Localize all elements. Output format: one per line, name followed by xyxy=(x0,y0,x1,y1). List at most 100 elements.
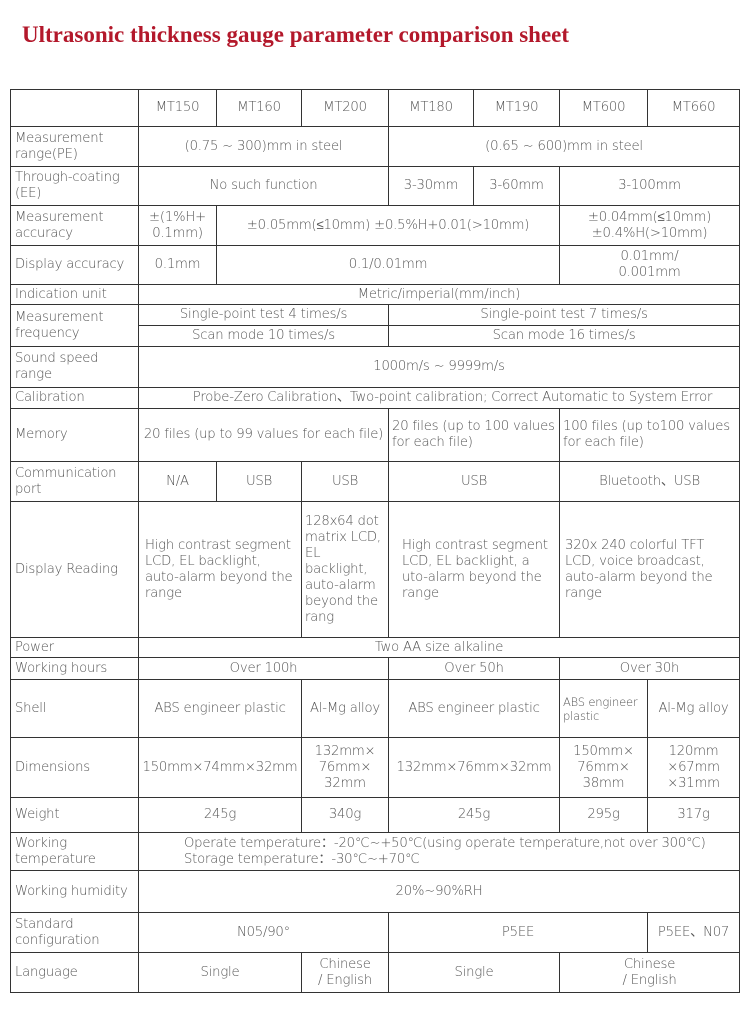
row-sound: Sound speed range 1000m/s ~ 9999m/s xyxy=(10,346,740,388)
storage-temperature: Storage temperature：-30℃~+70℃ xyxy=(184,851,420,867)
row-label: Shell xyxy=(10,679,139,738)
cell: 0.1mm xyxy=(138,245,217,285)
row-config: Standard configuration N05/90° P5EE P5EE… xyxy=(10,912,740,953)
row-unit: Indication unit Metric/imperial(mm/inch) xyxy=(10,284,740,305)
cell: Chinese / English xyxy=(559,952,740,993)
cell: 340g xyxy=(301,797,389,833)
model-header: MT200 xyxy=(301,89,389,127)
cell: 317g xyxy=(647,797,740,833)
cell: N/A xyxy=(138,461,217,502)
row-label: Working temperature xyxy=(10,832,139,871)
cell: 132mm× 76mm× 32mm xyxy=(301,737,389,798)
cell: Metric/imperial(mm/inch) xyxy=(138,284,740,305)
cell: Over 50h xyxy=(388,657,560,680)
cell: USB xyxy=(388,461,560,502)
cell: ABS engineer plastic xyxy=(138,679,302,738)
row-power: Power Two AA size alkaline xyxy=(10,637,740,658)
cell: 100 files (up to100 values for each file… xyxy=(559,408,740,462)
cell: Bluetooth、USB xyxy=(559,461,740,502)
row-label: Memory xyxy=(10,408,139,462)
row-label: Working humidity xyxy=(10,870,139,913)
cell: High contrast segment LCD, EL backlight,… xyxy=(138,501,302,638)
model-header: MT190 xyxy=(473,89,560,127)
cell: Single-point test 7 times/s xyxy=(388,304,740,326)
model-header: MT660 xyxy=(647,89,740,127)
cell: Al-Mg alloy xyxy=(301,679,389,738)
row-label: Measurement frequency xyxy=(10,304,139,347)
cell: Probe-Zero Calibration、Two-point calibra… xyxy=(138,387,740,409)
row-label: Calibration xyxy=(10,387,139,409)
row-label: Standard configuration xyxy=(10,912,139,953)
cell: 3-30mm xyxy=(388,166,474,206)
row-calibration: Calibration Probe-Zero Calibration、Two-p… xyxy=(10,387,740,409)
comparison-table: MT150 MT160 MT200 MT180 MT190 MT600 MT66… xyxy=(10,89,740,993)
row-shell: Shell ABS engineer plastic Al-Mg alloy A… xyxy=(10,679,740,738)
row-label: Communication port xyxy=(10,461,139,502)
cell: Operate temperature：-20℃~+50℃(using oper… xyxy=(138,832,740,871)
cell: ±0.05mm(≤10mm) ±0.5%H+0.01(>10mm) xyxy=(216,205,560,246)
header-row: MT150 MT160 MT200 MT180 MT190 MT600 MT66… xyxy=(10,89,740,127)
cell: USB xyxy=(216,461,302,502)
row-memory: Memory 20 files (up to 99 values for eac… xyxy=(10,408,740,462)
cell: Al-Mg alloy xyxy=(647,679,740,738)
cell: High contrast segment LCD, EL backlight,… xyxy=(388,501,560,638)
cell: ±0.04mm(≤10mm) ±0.4%H(>10mm) xyxy=(559,205,740,246)
row-label: Working hours xyxy=(10,657,139,680)
row-label: Sound speed range xyxy=(10,346,139,388)
cell: 20%~90%RH xyxy=(138,870,740,913)
row-weight: Weight 245g 340g 245g 295g 317g xyxy=(10,797,740,833)
model-header: MT160 xyxy=(216,89,302,127)
cell: 120mm ×67mm ×31mm xyxy=(647,737,740,798)
row-label: Display Reading xyxy=(10,501,139,638)
row-range: Measurement range(PE) (0.75 ~ 300)mm in … xyxy=(10,126,740,167)
cell: 128x64 dot matrix LCD, EL backlight, aut… xyxy=(301,501,389,638)
row-label: Display accuracy xyxy=(10,245,139,285)
cell: (0.65 ~ 600)mm in steel xyxy=(388,126,740,167)
cell: 20 files (up to 100 values for each file… xyxy=(388,408,560,462)
cell: P5EE xyxy=(388,912,648,953)
cell: 320x 240 colorful TFT LCD, voice broadca… xyxy=(559,501,740,638)
cell: N05/90° xyxy=(138,912,389,953)
cell: Single-point test 4 times/s xyxy=(138,304,389,326)
cell: 3-100mm xyxy=(559,166,740,206)
cell: ABS engineer plastic xyxy=(559,679,648,738)
cell: Scan mode 16 times/s xyxy=(388,325,740,347)
row-accuracy: Measurement accuracy ±(1%H+ 0.1mm) ±0.05… xyxy=(10,205,740,246)
row-dimensions: Dimensions 150mm×74mm×32mm 132mm× 76mm× … xyxy=(10,737,740,798)
cell: 245g xyxy=(388,797,560,833)
cell: Single xyxy=(138,952,302,993)
row-label: Weight xyxy=(10,797,139,833)
corner-cell xyxy=(10,89,139,127)
row-label: Through-coating (EE) xyxy=(10,166,139,206)
row-display-reading: Display Reading High contrast segment LC… xyxy=(10,501,740,638)
cell: Chinese / English xyxy=(301,952,389,993)
row-display-accuracy: Display accuracy 0.1mm 0.1/0.01mm 0.01mm… xyxy=(10,245,740,285)
row-hours: Working hours Over 100h Over 50h Over 30… xyxy=(10,657,740,680)
cell: No such function xyxy=(138,166,389,206)
cell: (0.75 ~ 300)mm in steel xyxy=(138,126,389,167)
page-title: Ultrasonic thickness gauge parameter com… xyxy=(22,22,570,47)
cell: 150mm× 76mm× 38mm xyxy=(559,737,648,798)
cell: Two AA size alkaline xyxy=(138,637,740,658)
row-label: Dimensions xyxy=(10,737,139,798)
cell: Over 100h xyxy=(138,657,389,680)
row-label: Measurement accuracy xyxy=(10,205,139,246)
cell: 245g xyxy=(138,797,302,833)
row-humidity: Working humidity 20%~90%RH xyxy=(10,870,740,913)
cell: 20 files (up to 99 values for each file) xyxy=(138,408,389,462)
row-temperature: Working temperature Operate temperature：… xyxy=(10,832,740,871)
cell: 3-60mm xyxy=(473,166,560,206)
row-comm: Communication port N/A USB USB USB Bluet… xyxy=(10,461,740,502)
row-label: Measurement range(PE) xyxy=(10,126,139,167)
cell: Single xyxy=(388,952,560,993)
cell: USB xyxy=(301,461,389,502)
row-coating: Through-coating (EE) No such function 3-… xyxy=(10,166,740,206)
row-frequency: Measurement frequency Single-point test … xyxy=(10,304,740,347)
model-header: MT180 xyxy=(388,89,474,127)
cell: 150mm×74mm×32mm xyxy=(138,737,302,798)
model-header: MT600 xyxy=(559,89,648,127)
row-label: Language xyxy=(10,952,139,993)
row-label: Indication unit xyxy=(10,284,139,305)
cell: ABS engineer plastic xyxy=(388,679,560,738)
cell: ±(1%H+ 0.1mm) xyxy=(138,205,217,246)
